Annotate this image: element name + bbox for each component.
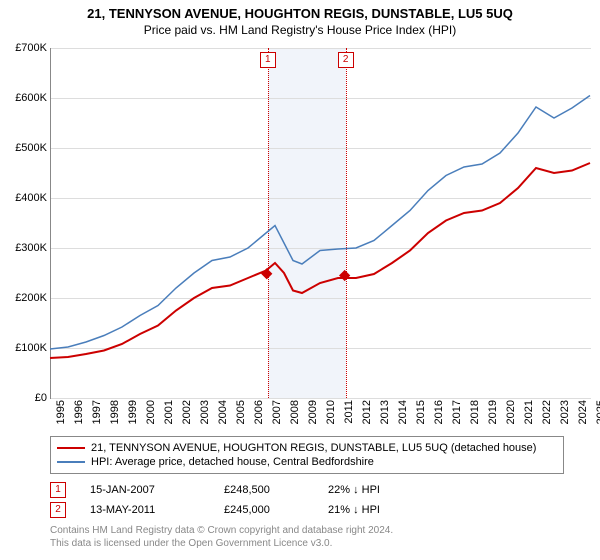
x-tick-label: 2023 bbox=[559, 400, 571, 424]
footer-attribution: Contains HM Land Registry data © Crown c… bbox=[50, 524, 393, 550]
x-tick-label: 2000 bbox=[145, 400, 157, 424]
transaction-diff: 22% ↓ HPI bbox=[328, 484, 418, 496]
x-tick-label: 2004 bbox=[217, 400, 229, 424]
plot-area: £0£100K£200K£300K£400K£500K£600K£700K199… bbox=[50, 48, 590, 398]
transaction-row: 1 15-JAN-2007 £248,500 22% ↓ HPI bbox=[50, 480, 418, 500]
line-series bbox=[50, 48, 590, 398]
x-tick-label: 2013 bbox=[379, 400, 391, 424]
x-tick-label: 2012 bbox=[361, 400, 373, 424]
x-tick-label: 2015 bbox=[415, 400, 427, 424]
x-tick-label: 2011 bbox=[343, 400, 355, 424]
legend-swatch bbox=[57, 447, 85, 449]
transaction-date: 15-JAN-2007 bbox=[90, 484, 200, 496]
y-tick-label: £0 bbox=[1, 392, 47, 404]
x-tick-label: 2009 bbox=[307, 400, 319, 424]
chart-container: 21, TENNYSON AVENUE, HOUGHTON REGIS, DUN… bbox=[0, 0, 600, 560]
y-tick-label: £300K bbox=[1, 242, 47, 254]
marker-point bbox=[261, 268, 272, 279]
transaction-diff: 21% ↓ HPI bbox=[328, 504, 418, 516]
x-tick-label: 2025 bbox=[595, 400, 600, 424]
legend: 21, TENNYSON AVENUE, HOUGHTON REGIS, DUN… bbox=[50, 436, 564, 474]
chart-title: 21, TENNYSON AVENUE, HOUGHTON REGIS, DUN… bbox=[0, 0, 600, 21]
x-tick-label: 2017 bbox=[451, 400, 463, 424]
x-tick-label: 2003 bbox=[199, 400, 211, 424]
legend-label: 21, TENNYSON AVENUE, HOUGHTON REGIS, DUN… bbox=[91, 442, 536, 454]
transaction-table: 1 15-JAN-2007 £248,500 22% ↓ HPI 2 13-MAY-201… bbox=[50, 480, 418, 520]
x-tick-label: 2016 bbox=[433, 400, 445, 424]
transaction-date: 13-MAY-2011 bbox=[90, 504, 200, 516]
y-tick-label: £500K bbox=[1, 142, 47, 154]
transaction-marker: 1 bbox=[50, 482, 66, 498]
x-tick-label: 2022 bbox=[541, 400, 553, 424]
x-tick-label: 2008 bbox=[289, 400, 301, 424]
y-tick-label: £100K bbox=[1, 342, 47, 354]
x-tick-label: 1997 bbox=[91, 400, 103, 424]
x-tick-label: 2010 bbox=[325, 400, 337, 424]
x-tick-label: 2001 bbox=[163, 400, 175, 424]
footer-line-2: This data is licensed under the Open Gov… bbox=[50, 537, 393, 550]
x-tick-label: 2006 bbox=[253, 400, 265, 424]
x-tick-label: 2020 bbox=[505, 400, 517, 424]
x-tick-label: 2021 bbox=[523, 400, 535, 424]
x-tick-label: 2002 bbox=[181, 400, 193, 424]
legend-label: HPI: Average price, detached house, Cent… bbox=[91, 456, 374, 468]
legend-row: 21, TENNYSON AVENUE, HOUGHTON REGIS, DUN… bbox=[57, 441, 557, 455]
y-tick-label: £600K bbox=[1, 92, 47, 104]
footer-line-1: Contains HM Land Registry data © Crown c… bbox=[50, 524, 393, 537]
series-price_paid bbox=[50, 163, 590, 358]
legend-swatch bbox=[57, 461, 85, 463]
x-tick-label: 2024 bbox=[577, 400, 589, 424]
series-hpi bbox=[50, 96, 590, 350]
x-tick-label: 1996 bbox=[73, 400, 85, 424]
x-tick-label: 2014 bbox=[397, 400, 409, 424]
x-tick-label: 2018 bbox=[469, 400, 481, 424]
y-tick-label: £700K bbox=[1, 42, 47, 54]
transaction-row: 2 13-MAY-2011 £245,000 21% ↓ HPI bbox=[50, 500, 418, 520]
marker-point bbox=[339, 270, 350, 281]
y-tick-label: £400K bbox=[1, 192, 47, 204]
y-tick-label: £200K bbox=[1, 292, 47, 304]
x-tick-label: 1999 bbox=[127, 400, 139, 424]
x-tick-label: 1995 bbox=[55, 400, 67, 424]
x-tick-label: 2019 bbox=[487, 400, 499, 424]
transaction-price: £248,500 bbox=[224, 484, 304, 496]
transaction-marker: 2 bbox=[50, 502, 66, 518]
transaction-price: £245,000 bbox=[224, 504, 304, 516]
grid-line bbox=[51, 398, 591, 399]
x-tick-label: 2005 bbox=[235, 400, 247, 424]
chart-subtitle: Price paid vs. HM Land Registry's House … bbox=[0, 21, 600, 41]
x-tick-label: 2007 bbox=[271, 400, 283, 424]
x-tick-label: 1998 bbox=[109, 400, 121, 424]
legend-row: HPI: Average price, detached house, Cent… bbox=[57, 455, 557, 469]
